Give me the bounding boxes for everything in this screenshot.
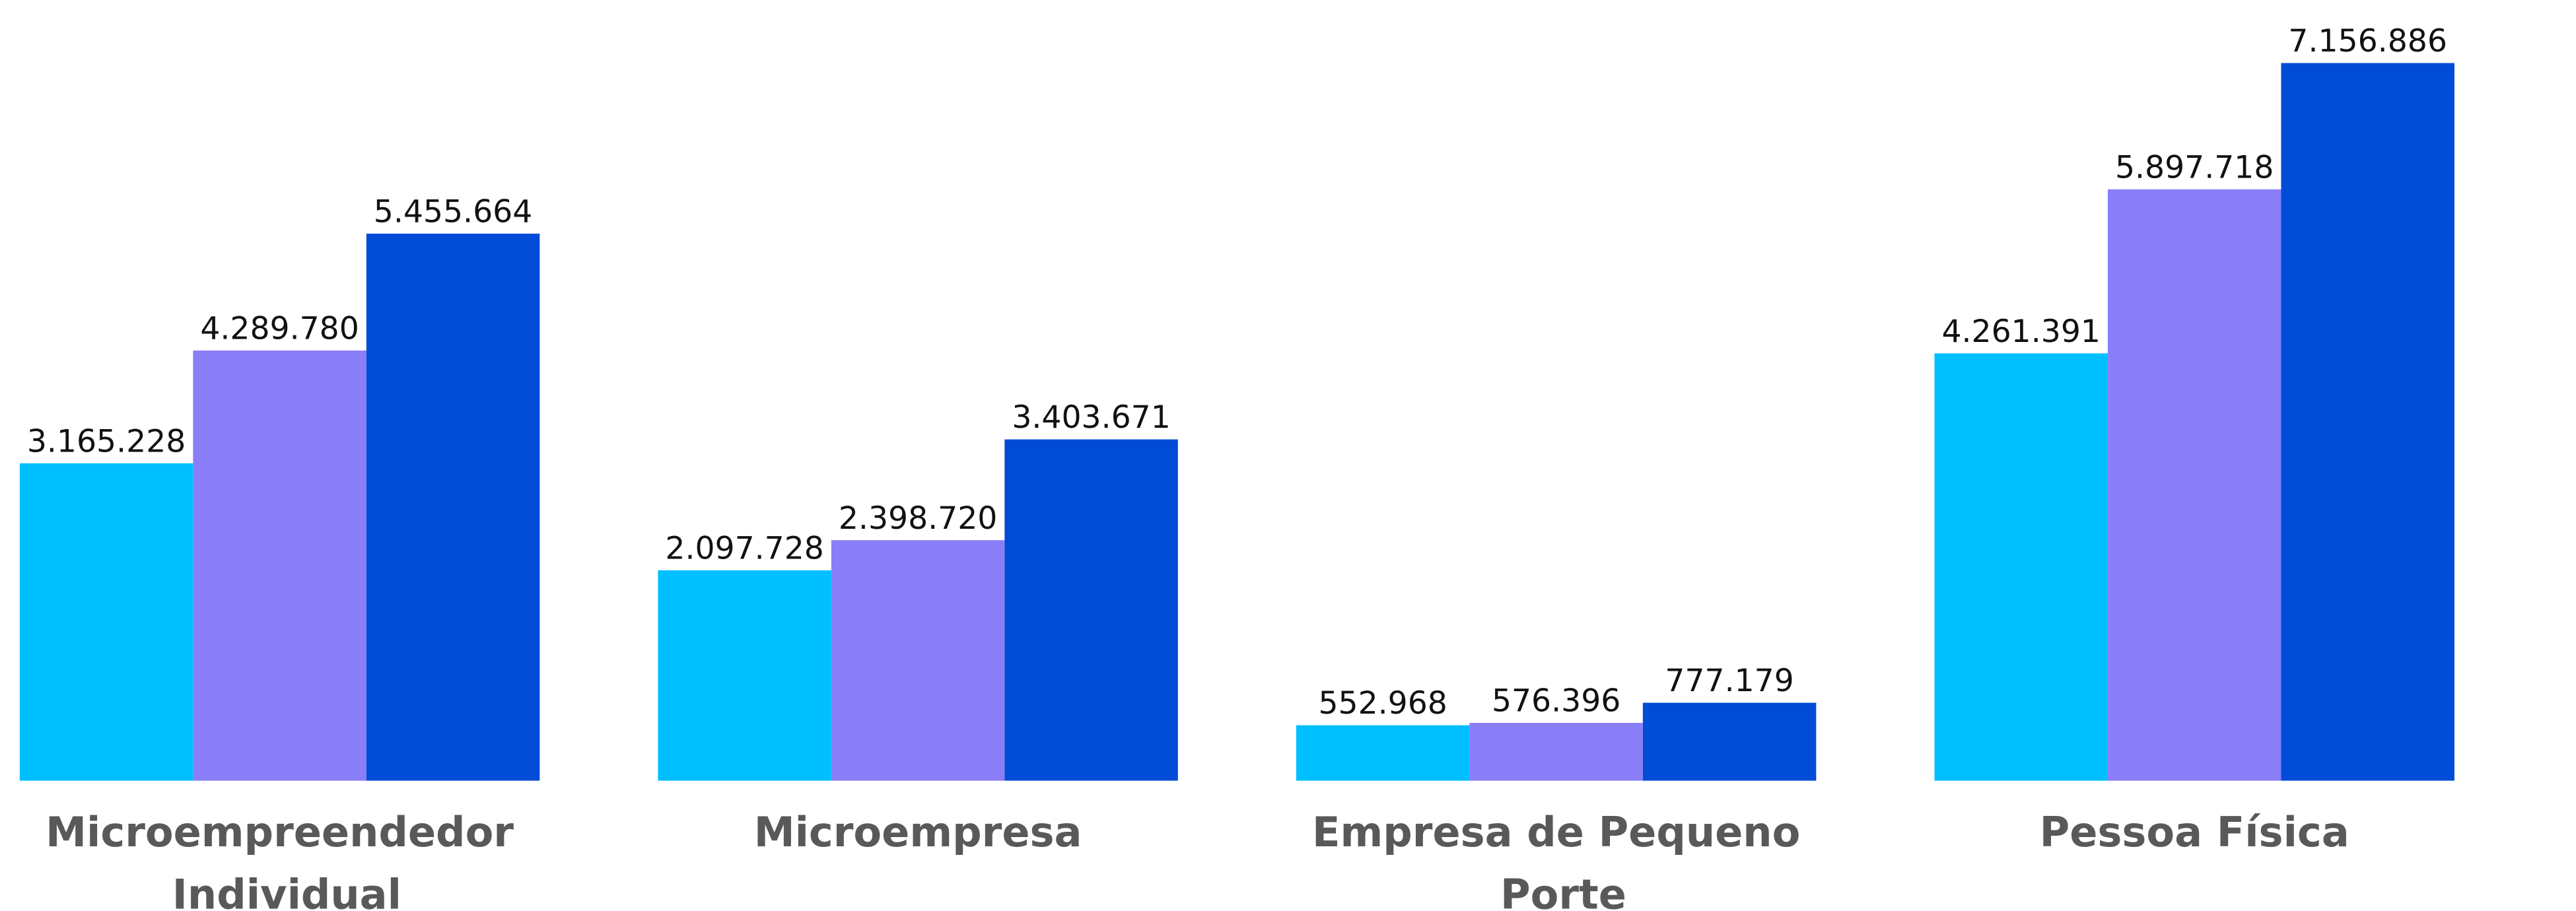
value-label: 2.097.728	[665, 531, 823, 567]
bar	[1642, 702, 1817, 781]
bar	[2281, 63, 2454, 781]
category-label: Pessoa Física	[2040, 808, 2350, 856]
bar	[193, 351, 366, 781]
value-label: 576.396	[1492, 683, 1620, 720]
category-label: Microempresa	[754, 808, 1082, 856]
bar	[658, 570, 831, 781]
value-label: 5.455.664	[374, 193, 532, 230]
value-label: 3.403.671	[1012, 399, 1170, 436]
value-label: 4.261.391	[1941, 314, 2100, 350]
category-label: Microempreendedor Individual	[46, 808, 514, 911]
value-label: 4.289.780	[200, 311, 359, 347]
value-label: 2.398.720	[839, 500, 997, 537]
bar	[1934, 353, 2108, 781]
bar	[831, 540, 1005, 781]
bar	[1004, 439, 1178, 781]
value-label: 5.897.718	[2115, 149, 2274, 186]
value-label: 7.156.886	[2288, 23, 2447, 59]
value-label: 3.165.228	[27, 423, 186, 459]
bar	[2107, 189, 2281, 781]
value-label: 777.179	[1665, 663, 1793, 699]
bar	[1296, 725, 1470, 781]
value-label: 552.968	[1318, 685, 1447, 722]
bar	[1469, 723, 1643, 781]
bar	[366, 233, 540, 781]
bar	[19, 463, 193, 781]
category-label: Empresa de Pequeno Porte	[1312, 808, 1800, 911]
